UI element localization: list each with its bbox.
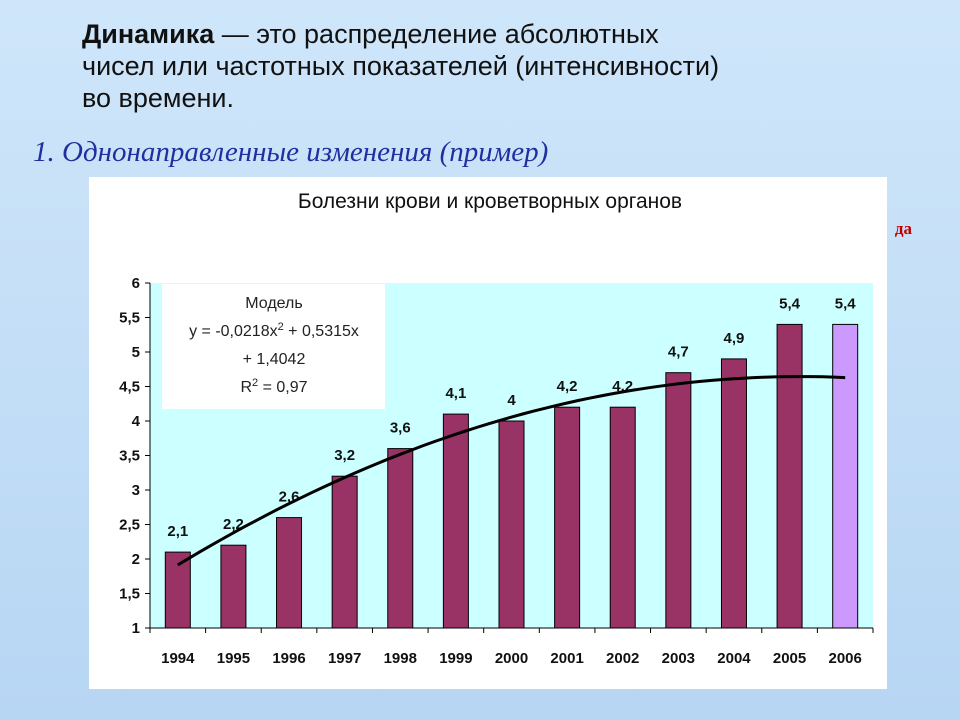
model-title: Модель xyxy=(245,295,302,312)
y-tick-label: 1,5 xyxy=(119,586,140,603)
x-tick-label: 2004 xyxy=(717,650,751,667)
x-tick-label: 2006 xyxy=(829,650,862,667)
data-label: 4 xyxy=(507,392,516,409)
bar xyxy=(220,544,247,629)
intro-text: Динамика — это распределение абсолютных … xyxy=(82,18,902,114)
data-label: 2,1 xyxy=(167,523,188,540)
y-tick-label: 3 xyxy=(132,482,140,499)
model-r-squared: R2 = 0,97 xyxy=(240,377,307,396)
bar xyxy=(442,413,469,629)
bar xyxy=(776,323,803,629)
x-tick-label: 1998 xyxy=(384,650,417,667)
data-label: 4,7 xyxy=(668,344,689,361)
data-label: 2,2 xyxy=(223,516,244,533)
x-tick-label: 1999 xyxy=(439,650,472,667)
clipped-background-text: да xyxy=(894,219,912,238)
data-label: 3,2 xyxy=(334,447,355,464)
x-tick-label: 2002 xyxy=(606,650,639,667)
y-tick-label: 1 xyxy=(132,620,140,637)
y-tick-label: 2,5 xyxy=(119,517,140,534)
intro-term: Динамика xyxy=(82,19,215,49)
chart-title: Болезни крови и кроветворных органов xyxy=(298,190,682,213)
data-label: 4,9 xyxy=(724,330,745,347)
x-tick-label: 2003 xyxy=(662,650,695,667)
bar xyxy=(387,448,414,629)
x-tick-label: 2005 xyxy=(773,650,806,667)
y-tick-label: 5 xyxy=(132,344,140,361)
slide-subtitle: 1. Однонаправленные изменения (пример) xyxy=(33,136,549,168)
x-tick-label: 1996 xyxy=(272,650,305,667)
y-tick-label: 4 xyxy=(132,413,141,430)
intro-line2: чисел или частотных показателей (интенси… xyxy=(82,51,720,81)
x-tick-label: 2000 xyxy=(495,650,528,667)
x-tick-label: 1994 xyxy=(161,650,195,667)
bar xyxy=(554,406,581,629)
bar-chart: Болезни крови и кроветворных органов 2,1… xyxy=(119,190,874,667)
chart-panel: Болезни крови и кроветворных органов 2,1… xyxy=(89,177,887,689)
bar xyxy=(498,420,525,629)
bar xyxy=(276,517,303,629)
data-label: 3,6 xyxy=(390,420,411,437)
trendline xyxy=(177,375,846,567)
y-tick-label: 3,5 xyxy=(119,448,140,465)
model-equation-constant: + 1,4042 xyxy=(243,351,306,368)
bar xyxy=(832,323,859,629)
intro-line1-rest: — это распределение абсолютных xyxy=(214,19,659,49)
data-label: 4,1 xyxy=(445,385,466,402)
data-label: 5,4 xyxy=(835,295,857,312)
y-tick-label: 4,5 xyxy=(119,379,140,396)
bar xyxy=(665,372,692,629)
x-tick-label: 2001 xyxy=(550,650,583,667)
bar xyxy=(331,475,358,629)
bar xyxy=(720,358,747,629)
model-box: Модель y = -0,0218x2 + 0,5315x + 1,4042 … xyxy=(162,284,385,409)
x-tick-label: 1995 xyxy=(217,650,250,667)
model-equation: y = -0,0218x2 + 0,5315x xyxy=(189,321,359,340)
model-box-background xyxy=(162,284,385,409)
data-label: 5,4 xyxy=(779,295,801,312)
x-tick-label: 1997 xyxy=(328,650,361,667)
bar xyxy=(609,406,636,629)
y-tick-label: 2 xyxy=(132,551,140,568)
data-label: 4,2 xyxy=(557,378,578,395)
y-tick-label: 5,5 xyxy=(119,310,140,327)
y-tick-label: 6 xyxy=(132,275,140,292)
intro-line3: во времени. xyxy=(82,83,235,113)
